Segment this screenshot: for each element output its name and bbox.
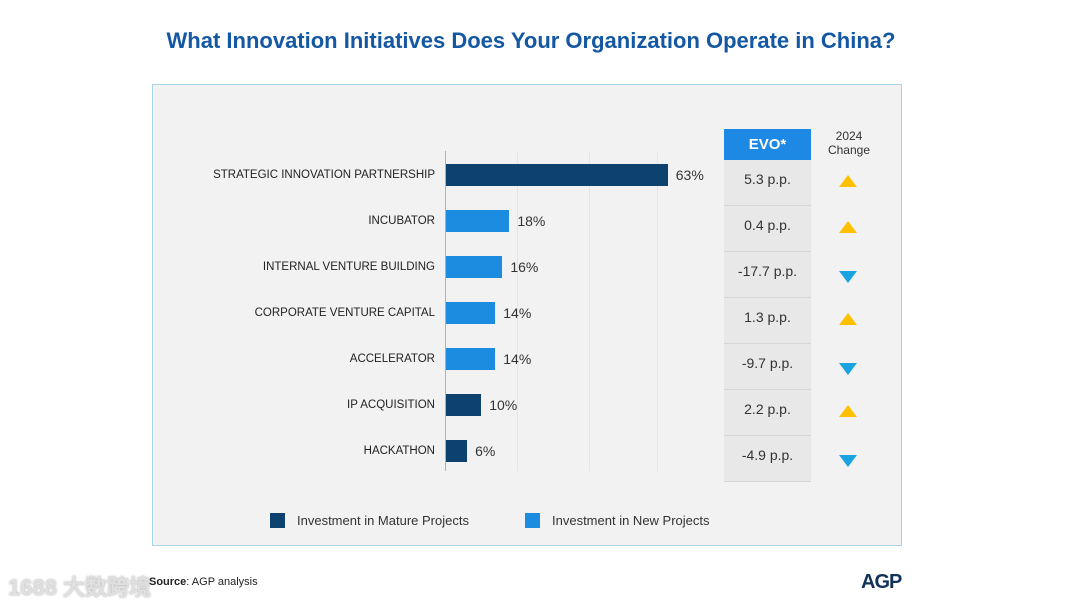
legend-item-mature: Investment in Mature Projects bbox=[270, 513, 469, 528]
source-note: Source: AGP analysis bbox=[149, 576, 258, 588]
page-title: What Innovation Initiatives Does Your Or… bbox=[166, 28, 896, 53]
bar bbox=[446, 256, 503, 278]
evo-value: 1.3 p.p. bbox=[724, 298, 811, 344]
evo-value: 5.3 p.p. bbox=[724, 160, 811, 206]
legend-label: Investment in Mature Projects bbox=[297, 513, 469, 528]
data-label: 63% bbox=[675, 167, 704, 183]
legend-swatch bbox=[270, 513, 285, 528]
bar bbox=[446, 440, 468, 462]
category-label: HACKATHON bbox=[363, 445, 435, 457]
evo-value: -17.7 p.p. bbox=[724, 252, 811, 298]
change-header-year: 2024 bbox=[835, 129, 863, 143]
triangle-up-icon bbox=[839, 313, 857, 325]
triangle-up-icon bbox=[839, 175, 857, 187]
data-label: 6% bbox=[475, 443, 496, 459]
data-label: 14% bbox=[503, 351, 532, 367]
triangle-down-icon bbox=[839, 455, 857, 467]
gridline bbox=[589, 151, 590, 471]
triangle-up-icon bbox=[839, 405, 857, 417]
source-text: : AGP analysis bbox=[186, 576, 258, 588]
evo-value: 2.2 p.p. bbox=[724, 390, 811, 436]
bar bbox=[446, 348, 496, 370]
source-label: Source bbox=[149, 576, 187, 588]
legend-label: Investment in New Projects bbox=[552, 513, 710, 528]
y-axis bbox=[445, 151, 446, 471]
bar bbox=[446, 210, 510, 232]
category-label: INCUBATOR bbox=[368, 215, 435, 227]
triangle-down-icon bbox=[839, 363, 857, 375]
change-header: 2024 Change bbox=[812, 129, 886, 157]
category-label: INTERNAL VENTURE BUILDING bbox=[262, 261, 435, 273]
triangle-up-icon bbox=[839, 221, 857, 233]
watermark: 1688 大数跨境 bbox=[8, 575, 152, 600]
data-label: 16% bbox=[510, 259, 539, 275]
data-label: 10% bbox=[489, 397, 518, 413]
legend-swatch bbox=[525, 513, 540, 528]
gridline bbox=[517, 151, 518, 471]
data-label: 14% bbox=[503, 305, 532, 321]
legend-item-new: Investment in New Projects bbox=[525, 513, 710, 528]
category-label: IP ACQUISITION bbox=[347, 399, 435, 411]
agp-logo: AGP bbox=[861, 571, 902, 593]
category-label: ACCELERATOR bbox=[349, 353, 435, 365]
category-label: CORPORATE VENTURE CAPITAL bbox=[254, 307, 435, 319]
evo-header: EVO* bbox=[724, 129, 811, 160]
triangle-down-icon bbox=[839, 271, 857, 283]
bar bbox=[446, 302, 496, 324]
bar bbox=[446, 394, 482, 416]
evo-value: 0.4 p.p. bbox=[724, 206, 811, 252]
evo-value: -9.7 p.p. bbox=[724, 344, 811, 390]
bar bbox=[446, 164, 668, 186]
category-label: STRATEGIC INNOVATION PARTNERSHIP bbox=[213, 169, 435, 181]
gridline bbox=[657, 151, 658, 471]
change-header-label: Change bbox=[827, 143, 871, 157]
data-label: 18% bbox=[517, 213, 546, 229]
evo-value: -4.9 p.p. bbox=[724, 436, 811, 482]
